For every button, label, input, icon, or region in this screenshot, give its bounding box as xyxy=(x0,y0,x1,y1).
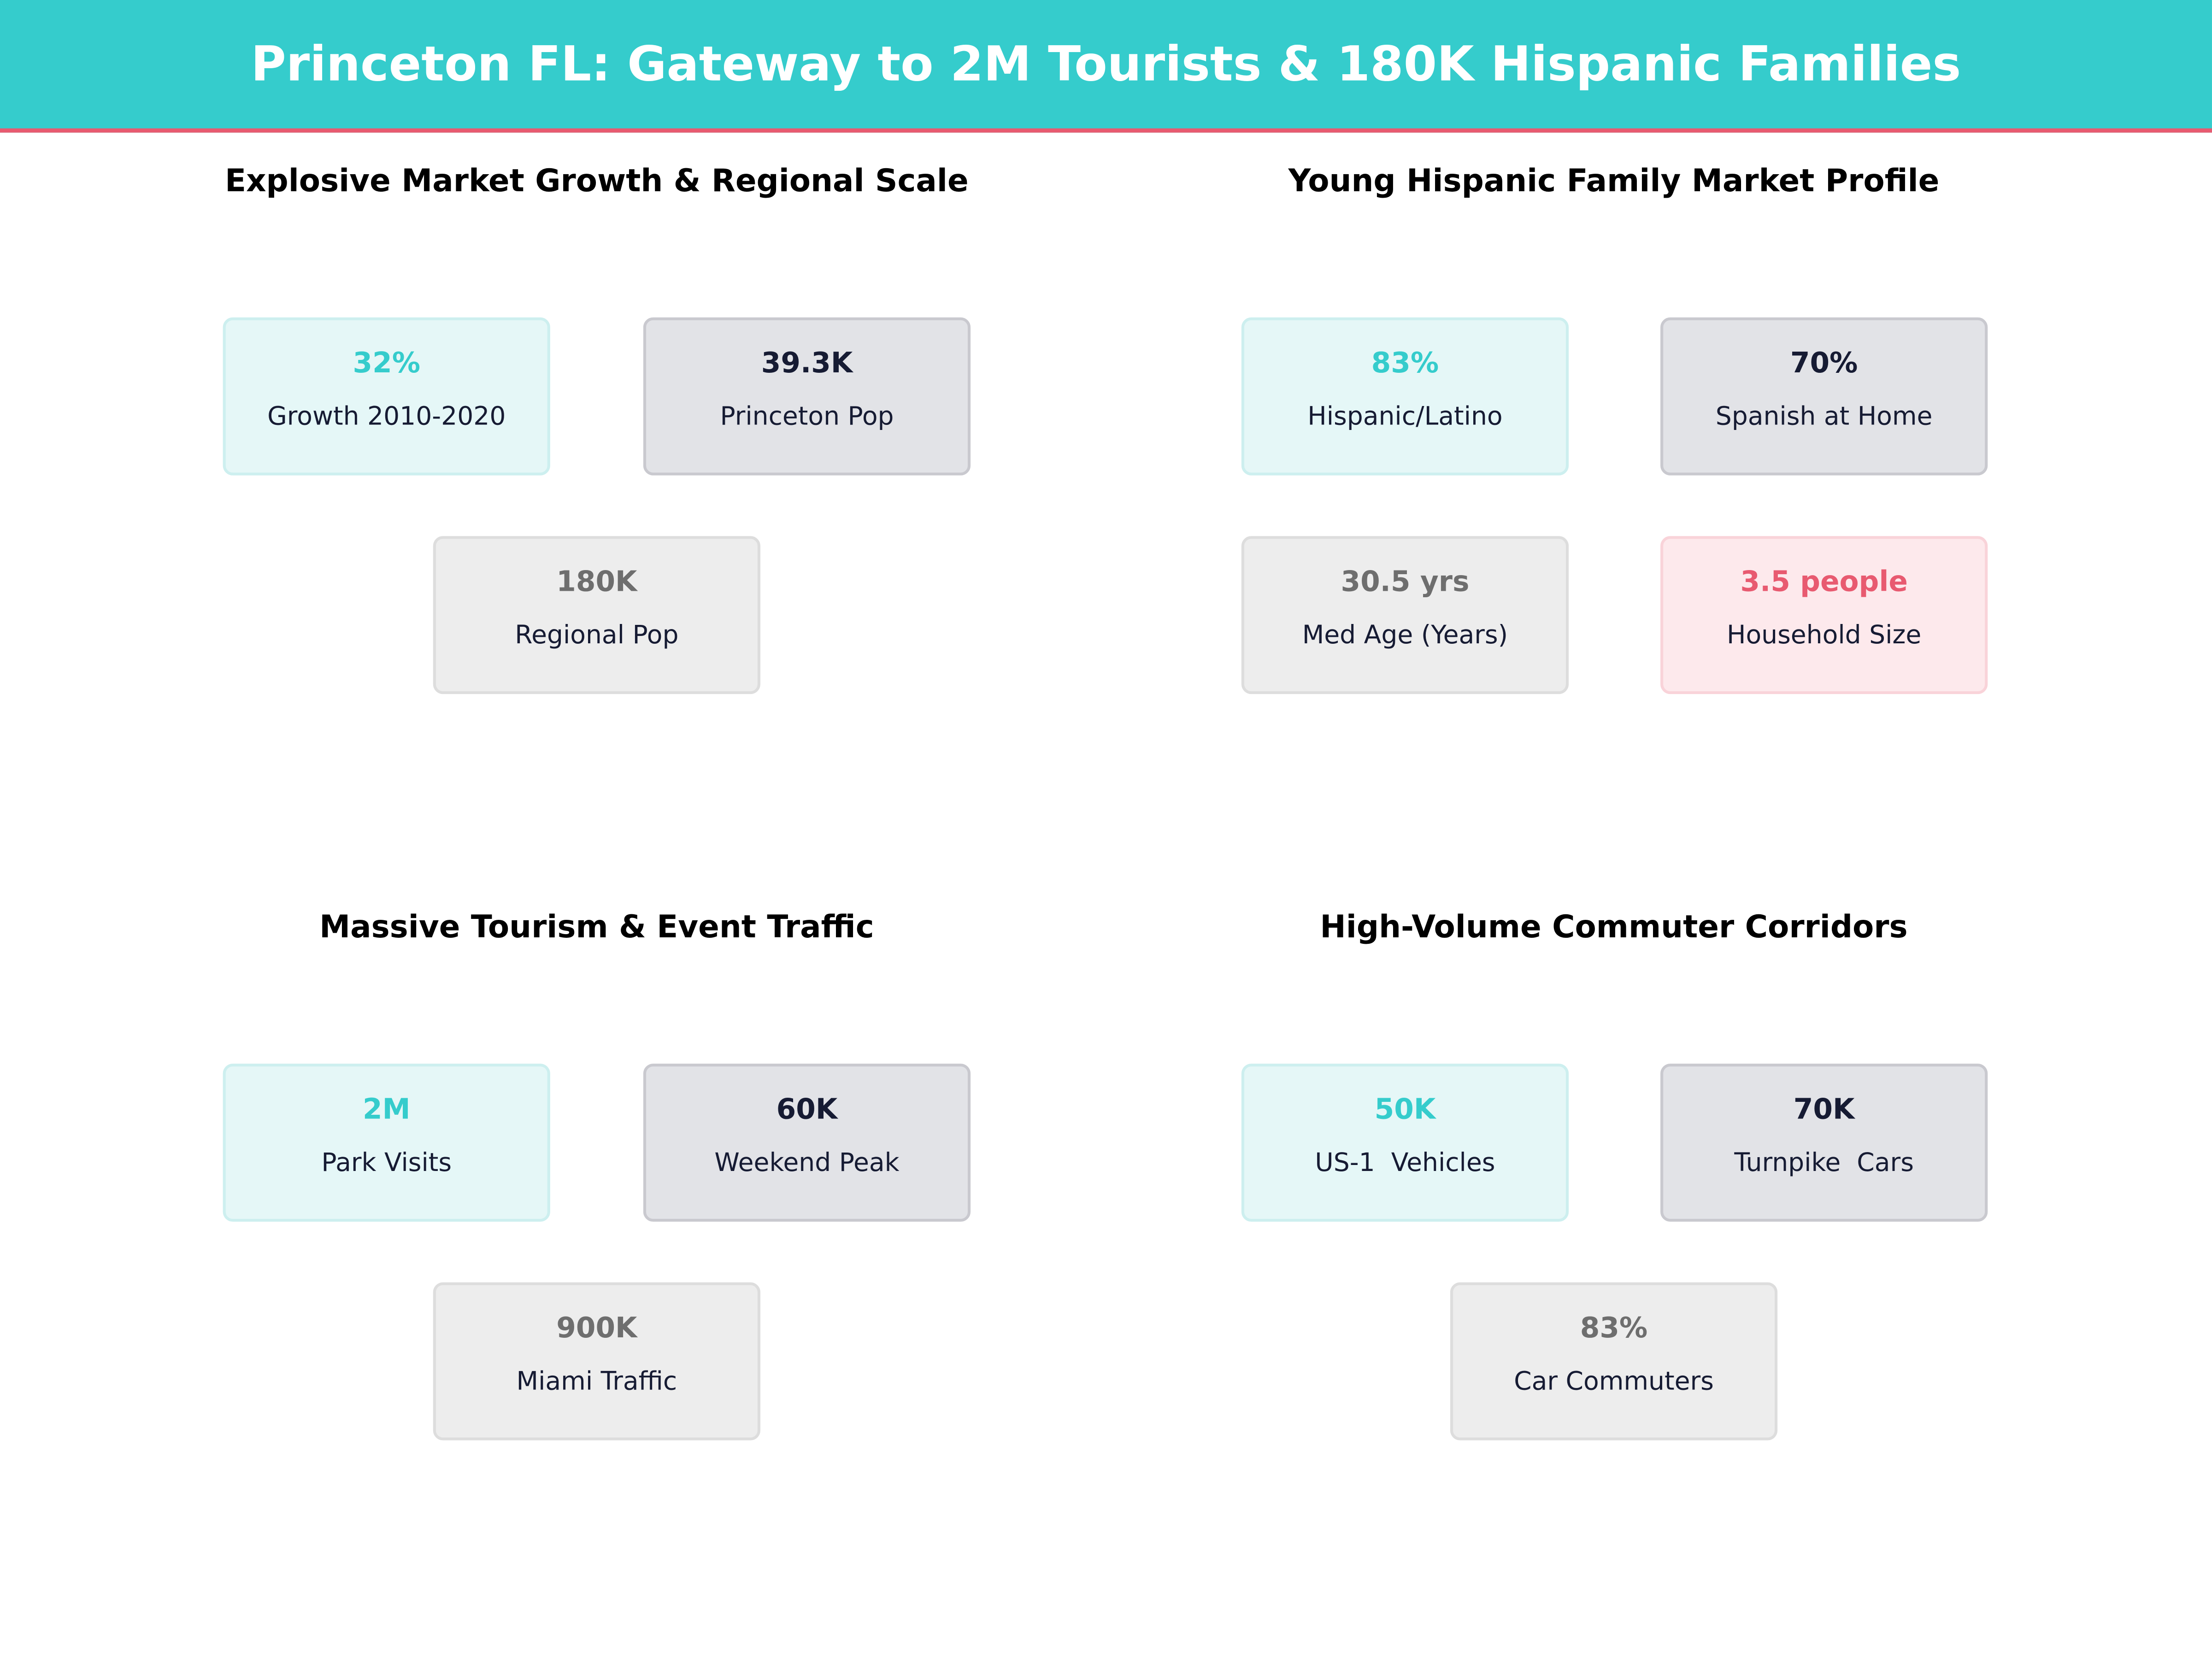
metric-card: 180K Regional Pop xyxy=(433,536,760,694)
metric-card: 32% Growth 2010-2020 xyxy=(223,317,550,476)
section-title: High-Volume Commuter Corridors xyxy=(1320,911,1908,946)
metric-card: 30.5 yrs Med Age (Years) xyxy=(1241,536,1569,694)
metric-label: Spanish at Home xyxy=(1715,402,1933,432)
metric-label: Turnpike Cars xyxy=(1734,1148,1914,1178)
metric-label: US-1 Vehicles xyxy=(1315,1148,1495,1178)
metric-label: Park Visits xyxy=(321,1148,452,1178)
metric-card: 83% Car Commuters xyxy=(1450,1282,1778,1441)
metric-label: Miami Traffic xyxy=(516,1367,677,1397)
metric-card: 70% Spanish at Home xyxy=(1660,317,1988,476)
metric-value: 180K xyxy=(556,564,637,598)
metric-value: 2M xyxy=(362,1092,411,1126)
metric-value: 900K xyxy=(556,1310,637,1345)
metric-value: 30.5 yrs xyxy=(1341,564,1470,598)
metric-card: 50K US-1 Vehicles xyxy=(1241,1064,1569,1222)
metric-label: Hispanic/Latino xyxy=(1307,402,1503,432)
metric-value: 70K xyxy=(1793,1092,1855,1126)
metric-label: Regional Pop xyxy=(515,620,679,651)
metric-label: Household Size xyxy=(1727,620,1922,651)
metric-label: Princeton Pop xyxy=(720,402,894,432)
metric-value: 70% xyxy=(1790,345,1858,380)
metric-value: 32% xyxy=(353,345,421,380)
section-title: Massive Tourism & Event Traffic xyxy=(319,911,874,946)
metric-label: Growth 2010-2020 xyxy=(267,402,506,432)
metric-card: 900K Miami Traffic xyxy=(433,1282,760,1441)
metric-value: 50K xyxy=(1374,1092,1436,1126)
metric-card: 83% Hispanic/Latino xyxy=(1241,317,1569,476)
metric-card: 3.5 people Household Size xyxy=(1660,536,1988,694)
metric-card: 39.3K Princeton Pop xyxy=(643,317,971,476)
metric-value: 60K xyxy=(776,1092,838,1126)
page-title: Princeton FL: Gateway to 2M Tourists & 1… xyxy=(251,36,1961,93)
metric-card: 60K Weekend Peak xyxy=(643,1064,971,1222)
metric-value: 39.3K xyxy=(761,345,853,380)
metric-label: Weekend Peak xyxy=(714,1148,900,1178)
metric-card: 2M Park Visits xyxy=(223,1064,550,1222)
metric-label: Car Commuters xyxy=(1514,1367,1714,1397)
header-banner: Princeton FL: Gateway to 2M Tourists & 1… xyxy=(0,0,2212,133)
metric-value: 3.5 people xyxy=(1740,564,1908,598)
section-title: Explosive Market Growth & Regional Scale xyxy=(225,164,969,200)
metric-value: 83% xyxy=(1371,345,1439,380)
metric-value: 83% xyxy=(1580,1310,1648,1345)
metric-label: Med Age (Years) xyxy=(1302,620,1508,651)
section-title: Young Hispanic Family Market Profile xyxy=(1288,164,1940,200)
metric-card: 70K Turnpike Cars xyxy=(1660,1064,1988,1222)
